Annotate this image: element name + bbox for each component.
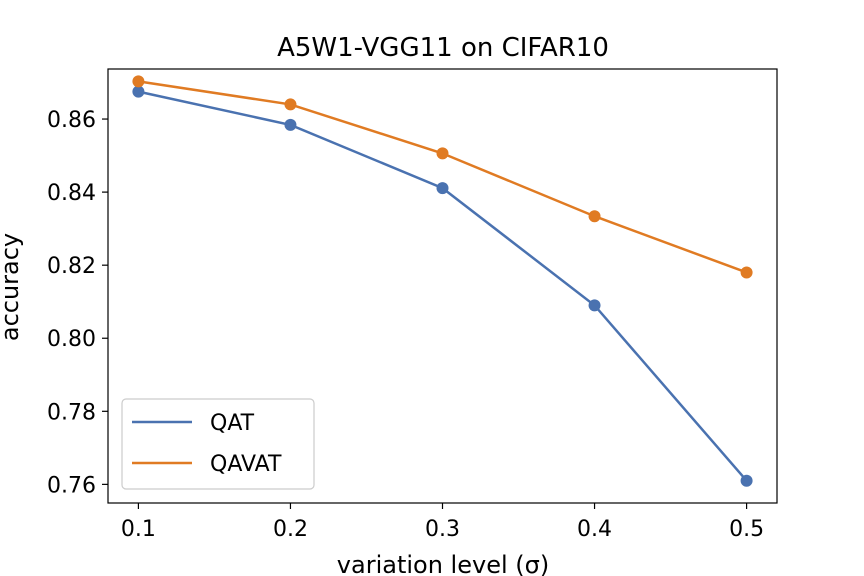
x-tick-label: 0.5 [729, 517, 764, 542]
chart-title: A5W1-VGG11 on CIFAR10 [277, 33, 609, 63]
data-point-qat [284, 118, 297, 131]
legend: QAT QAVAT [121, 398, 315, 490]
plot-area: 0.1 0.2 0.3 0.4 0.5 0.76 0.78 0.80 0.82 0.84 0.86 [47, 68, 778, 542]
x-tick-label: 0.2 [273, 517, 308, 542]
legend-label-qavat: QAVAT [210, 452, 282, 477]
x-tick-label: 0.1 [121, 517, 156, 542]
y-tick-label: 0.86 [47, 108, 96, 133]
data-point-qavat [740, 266, 753, 279]
data-point-qavat [284, 98, 297, 111]
legend-label-qat: QAT [210, 411, 255, 436]
data-point-qavat [132, 75, 145, 88]
y-axis-ticks: 0.76 0.78 0.80 0.82 0.84 0.86 [47, 108, 108, 498]
series-layer [132, 75, 753, 487]
data-point-qavat [588, 210, 601, 223]
data-point-qat [740, 474, 753, 487]
y-tick-label: 0.78 [47, 400, 96, 425]
data-point-qat [132, 85, 145, 98]
data-point-qat [436, 182, 449, 195]
data-point-qat [588, 299, 601, 312]
x-tick-label: 0.3 [425, 517, 460, 542]
data-point-qavat [436, 147, 449, 160]
y-tick-label: 0.84 [47, 181, 96, 206]
y-tick-label: 0.82 [47, 254, 96, 279]
x-axis-label: variation level (σ) [337, 551, 549, 576]
y-axis-label: accuracy [0, 233, 24, 341]
series-line-qavat [138, 80, 748, 274]
x-axis-ticks: 0.1 0.2 0.3 0.4 0.5 [121, 503, 764, 542]
x-tick-label: 0.4 [577, 517, 612, 542]
y-tick-label: 0.80 [47, 327, 96, 352]
y-tick-label: 0.76 [47, 473, 96, 498]
